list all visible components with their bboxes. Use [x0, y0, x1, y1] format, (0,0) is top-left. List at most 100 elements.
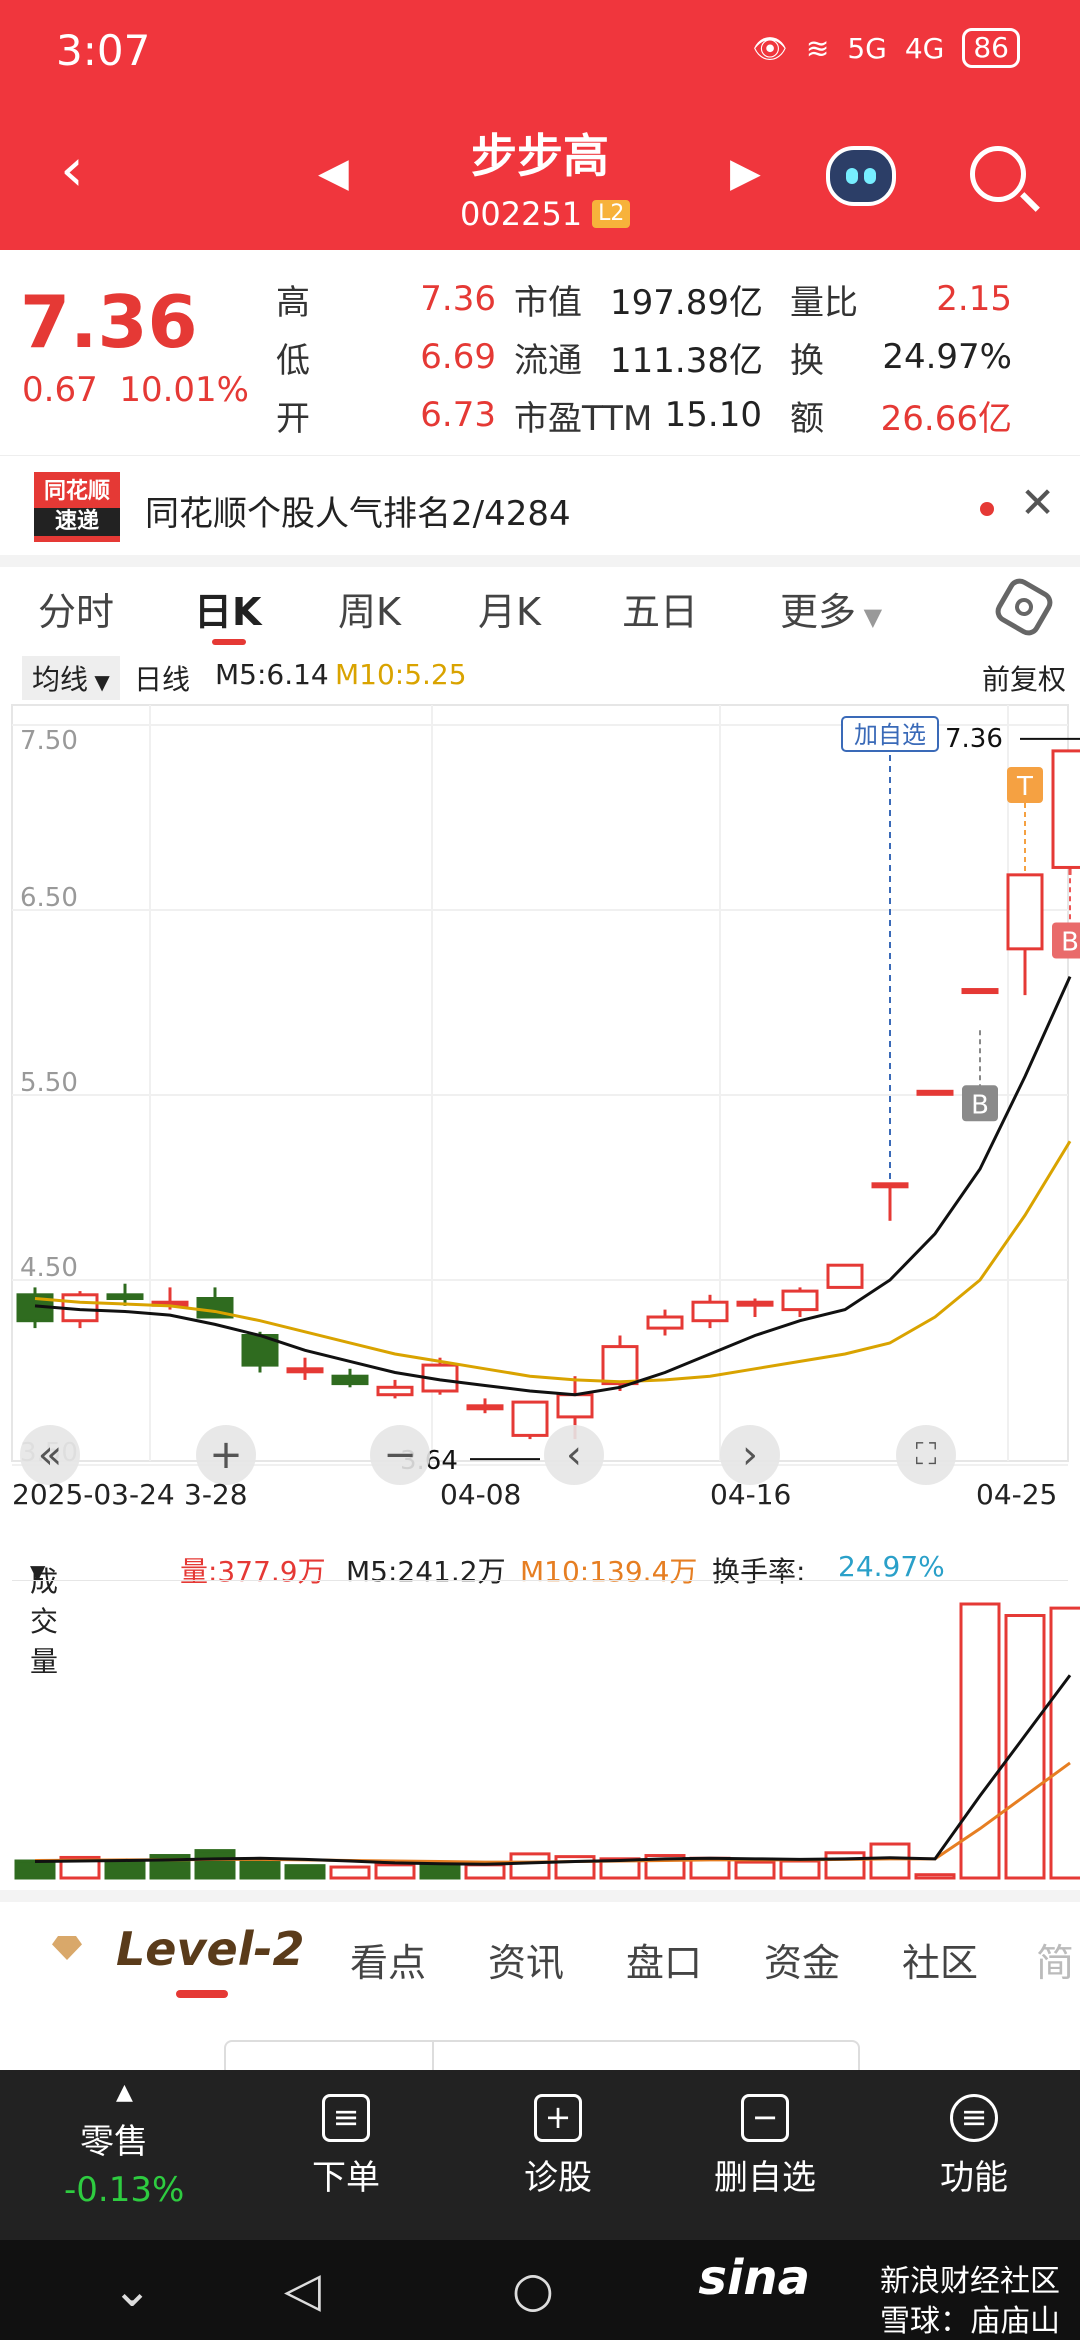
price-change: 0.67 10.01% — [22, 370, 249, 410]
vol-ma10-line — [34, 1761, 1071, 1864]
tab-more-label: 更多 — [780, 590, 857, 634]
diagnose-button[interactable]: + 诊股 — [524, 2094, 592, 2199]
robot-assistant-icon[interactable] — [826, 146, 896, 206]
candle-body — [691, 1300, 729, 1323]
x-tick-label: 2025-03-24 — [12, 1478, 175, 1511]
ths-logo: 同花顺 速递 — [34, 472, 120, 542]
volume-m5: M5:241.2万 — [346, 1555, 506, 1588]
gear-icon[interactable] — [991, 574, 1057, 640]
quote-v3: 26.66亿 — [880, 398, 1012, 439]
tab-monthly-k[interactable]: 月K — [478, 590, 541, 634]
functions-label: 功能 — [940, 2158, 1008, 2198]
volume-bar — [734, 1860, 776, 1880]
bottom-toolbar: ▲ 零售 -0.13% ≡ 下单 + 诊股 − 删自选 ≡ 功能 — [0, 2070, 1080, 2240]
candle-body — [916, 1089, 954, 1096]
functions-button[interactable]: ≡ 功能 — [940, 2094, 1008, 2199]
volume-bar — [959, 1602, 1001, 1880]
turnover-label: 换手率: — [712, 1555, 806, 1588]
zoom-in-icon[interactable]: + — [196, 1425, 256, 1485]
fullscreen-icon[interactable]: ⛶ — [896, 1425, 956, 1485]
quote-row: 低 6.69 流通 111.38亿换 24.97% — [276, 328, 1080, 386]
b-marker — [1052, 922, 1080, 959]
quote-l3: 换 — [790, 340, 824, 381]
volume-bar — [14, 1859, 56, 1880]
sub-tab-strip — [224, 2040, 860, 2070]
volume-bar — [104, 1861, 146, 1880]
remove-watchlist-button[interactable]: − 删自选 — [714, 2094, 816, 2199]
tab-funds[interactable]: 资金 — [764, 1941, 841, 1985]
popularity-banner[interactable]: 同花顺 速递 同花顺个股人气排名2/4284 ✕ — [0, 455, 1080, 555]
volume-bar — [329, 1865, 371, 1880]
tab-community[interactable]: 社区 — [902, 1941, 979, 1985]
back-triangle-icon[interactable]: ◁ — [284, 2262, 321, 2318]
candle-body — [376, 1385, 414, 1397]
search-icon[interactable] — [970, 146, 1026, 202]
document-icon: ≡ — [322, 2094, 370, 2142]
tab-news[interactable]: 资讯 — [488, 1941, 565, 1985]
candle-body — [1051, 749, 1080, 869]
watermark-line2: 雪球：庙庙山 — [880, 2304, 1060, 2339]
chart-frame — [11, 704, 1069, 1462]
prev-stock-icon[interactable]: ◀ — [318, 150, 349, 196]
candle-body — [781, 1289, 819, 1312]
ths-logo-bottom: 速递 — [34, 508, 120, 536]
quote-v2: 111.38亿 — [610, 340, 763, 381]
tab-level2[interactable]: Level-2 — [116, 1922, 305, 1976]
separator — [0, 1890, 1080, 1902]
quote-l1: 低 — [276, 340, 310, 381]
candle-body — [871, 1182, 909, 1189]
wifi-icon: ≋ — [805, 31, 830, 65]
eye-icon: 👁 — [752, 31, 788, 65]
remove-watchlist-label: 删自选 — [714, 2158, 816, 2198]
adjust-mode[interactable]: 前复权 — [981, 663, 1066, 696]
ma5-line — [34, 975, 1072, 1397]
add-watch-box — [841, 716, 939, 752]
volume-chart[interactable] — [0, 1579, 1080, 1880]
volume-legend: 成交量 ▼ 量:377.9万 M5:241.2万 M10:139.4万 换手率:… — [0, 1540, 1080, 1678]
stock-code-row: 002251 L2 — [460, 195, 631, 233]
tab-five-day[interactable]: 五日 — [622, 590, 699, 634]
volume-bar — [824, 1851, 866, 1880]
t-marker — [1007, 767, 1043, 803]
order-button[interactable]: ≡ 下单 — [312, 2094, 380, 2199]
tab-brief[interactable]: 简 — [1036, 1941, 1075, 1985]
volume-bar — [419, 1864, 461, 1880]
y-tick-label: 4.50 — [20, 1253, 78, 1283]
quote-l2: 流通 — [514, 340, 582, 381]
scroll-left-icon[interactable]: ‹ — [544, 1425, 604, 1485]
tab-daily-k[interactable]: 日K — [194, 590, 262, 634]
zoom-out-icon[interactable]: − — [370, 1425, 430, 1485]
chevron-down-icon: ▼ — [88, 670, 110, 694]
quote-row: 高 7.36 市值 197.89亿 量比 2.15 — [276, 270, 1080, 328]
volume-bar — [239, 1860, 281, 1880]
system-navbar: ⌄ ◁ ○ sina 新浪财经社区 雪球：庙庙山 — [0, 2240, 1080, 2340]
scroll-left-fast-icon[interactable]: « — [20, 1425, 80, 1485]
volume-value: 量:377.9万 — [180, 1555, 326, 1588]
retail-value: -0.13% — [64, 2170, 185, 2210]
home-circle-icon[interactable]: ○ — [512, 2262, 554, 2318]
tab-more[interactable]: 更多 ▼ — [780, 581, 882, 636]
tab-weekly-k[interactable]: 周K — [338, 590, 401, 634]
volume-bar — [779, 1859, 821, 1880]
scroll-right-icon[interactable]: › — [720, 1425, 780, 1485]
turnover-value: 24.97% — [838, 1550, 945, 1583]
volume-bar — [1004, 1614, 1046, 1880]
status-time: 3:07 — [56, 26, 151, 75]
ma-select[interactable]: 均线 ▼ — [22, 656, 120, 700]
kline-chart[interactable]: 7.506.505.504.503.507.363.64加自选TBB « + −… — [0, 695, 1080, 1515]
tab-intraday[interactable]: 分时 — [38, 590, 115, 634]
volume-bar — [194, 1849, 236, 1880]
ma-select-label: 均线 — [32, 663, 89, 696]
x-tick-label: 3-28 — [184, 1478, 248, 1511]
back-icon[interactable]: ‹ — [60, 135, 84, 205]
quote-panel: 7.36 0.67 10.01% 高 7.36 市值 197.89亿 量比 2.15 低 6.… — [0, 250, 1080, 450]
next-stock-icon[interactable]: ▶ — [730, 150, 761, 196]
popularity-rank-text[interactable]: 同花顺个股人气排名2/4284 — [145, 494, 571, 534]
tab-highlights[interactable]: 看点 — [350, 1941, 427, 1985]
tab-orderbook[interactable]: 盘口 — [626, 1941, 703, 1985]
chevron-down-icon[interactable]: ⌄ — [112, 2262, 153, 2318]
retail-label[interactable]: 零售 — [80, 2122, 148, 2162]
close-icon[interactable]: ✕ — [1020, 478, 1056, 527]
change-percent: 10.01% — [119, 370, 249, 410]
b-marker-label: B — [1061, 928, 1079, 958]
